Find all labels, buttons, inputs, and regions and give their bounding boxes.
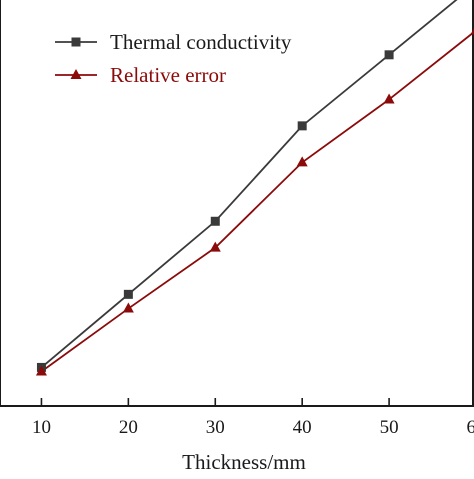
- square-marker: [298, 121, 307, 130]
- x-tick-label: 40: [293, 417, 312, 438]
- series-line-1: [41, 0, 474, 367]
- x-tick-label: 20: [119, 417, 138, 438]
- triangle-marker: [297, 156, 308, 166]
- legend-triangle-marker: [71, 69, 82, 79]
- plot-frame: [0, 0, 473, 406]
- x-tick-label: 10: [32, 417, 51, 438]
- triangle-marker: [123, 303, 134, 313]
- series-line-2: [41, 30, 474, 371]
- square-marker: [385, 50, 394, 59]
- x-tick-label: 50: [380, 417, 399, 438]
- square-marker: [211, 217, 220, 226]
- x-axis-title: Thickness/mm: [182, 450, 306, 474]
- legend-label-1: Thermal conductivity: [110, 30, 292, 54]
- x-tick-label: 30: [206, 417, 225, 438]
- legend-square-marker: [72, 38, 81, 47]
- legend-label-2: Relative error: [110, 63, 226, 87]
- x-tick-label: 60: [467, 417, 474, 438]
- square-marker: [124, 290, 133, 299]
- triangle-marker: [384, 93, 395, 103]
